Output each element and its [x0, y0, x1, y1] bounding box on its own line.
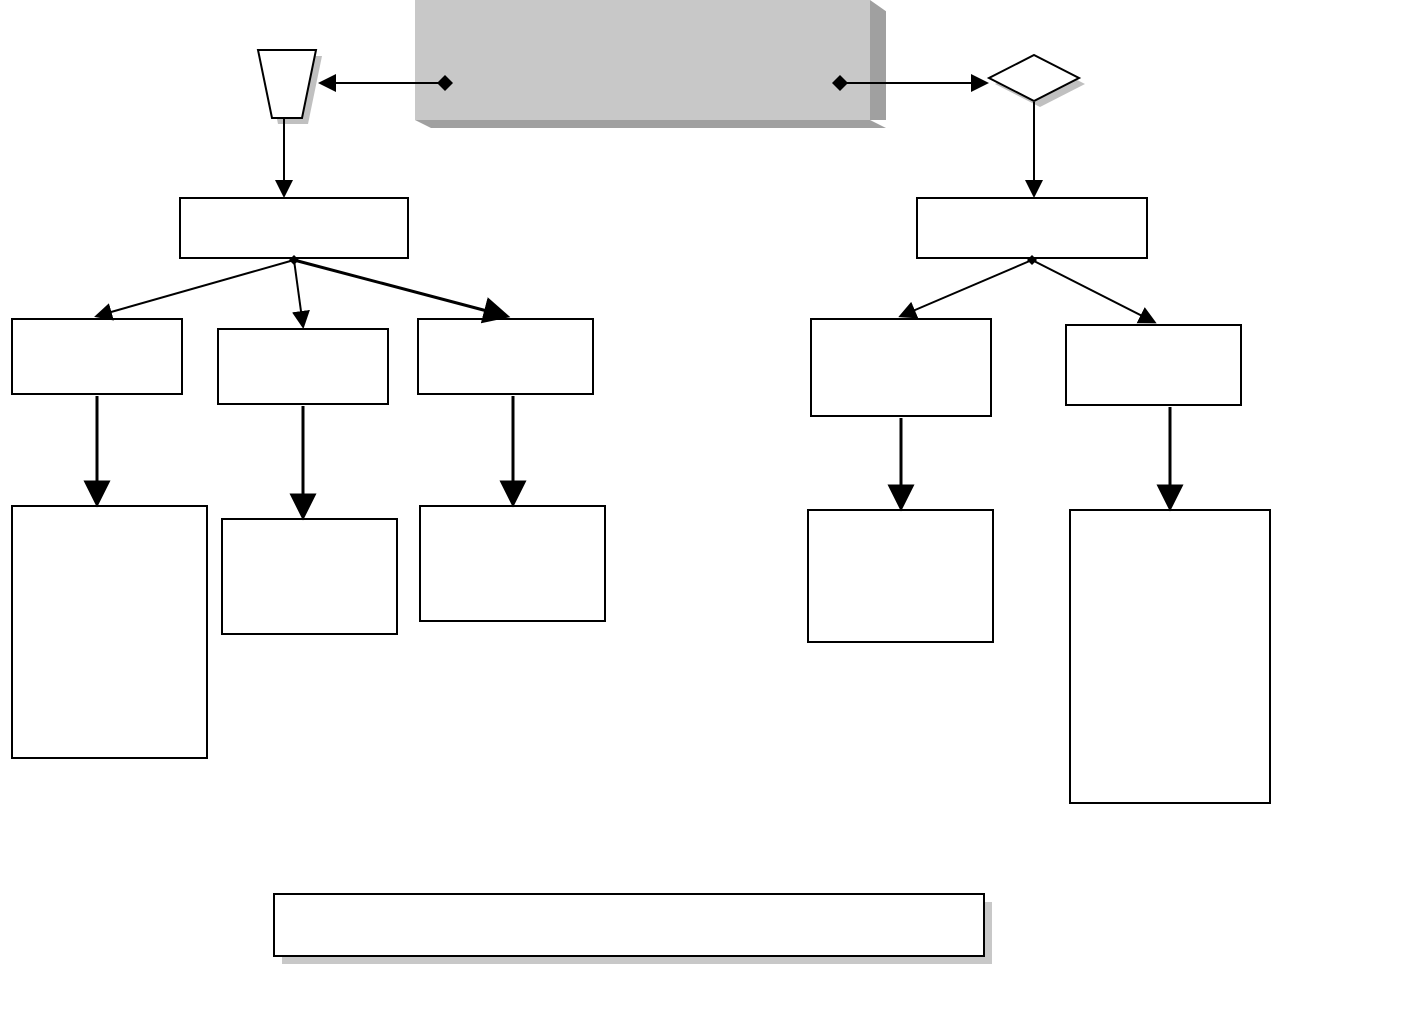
- left-row3-c: [420, 506, 605, 621]
- left-row2-c: [418, 319, 593, 394]
- right-row2-a: [811, 319, 991, 416]
- right-row2-b: [1066, 325, 1241, 405]
- e-left1-to-c: [294, 260, 506, 316]
- flowchart-canvas: [0, 0, 1413, 1036]
- right-row1: [917, 198, 1147, 258]
- left-row3-b: [222, 519, 397, 634]
- bottom-box: [274, 894, 984, 956]
- right-row3-a: [808, 510, 993, 642]
- top-3d-box-bottom: [415, 120, 886, 128]
- e-left1-to-a: [97, 260, 294, 316]
- top-3d-box: [415, 0, 870, 120]
- e-right1-to-b: [1032, 260, 1154, 322]
- e-left1-to-b: [294, 260, 303, 326]
- left-row1: [180, 198, 408, 258]
- diamond-node: [989, 55, 1079, 101]
- left-row2-a: [12, 319, 182, 394]
- left-row3-a: [12, 506, 207, 758]
- right-row3-b: [1070, 510, 1270, 803]
- top-3d-box-side: [870, 0, 886, 120]
- e-right1-to-a: [901, 260, 1032, 316]
- left-row2-b: [218, 329, 388, 404]
